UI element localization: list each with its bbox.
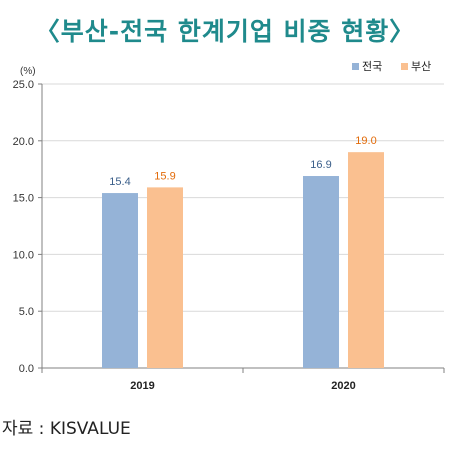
legend-swatch [352, 63, 359, 70]
x-category-label: 2020 [331, 380, 355, 392]
data-label: 19.0 [355, 135, 376, 147]
chart-title: 〈부산-전국 한계기업 비중 현황〉 [34, 17, 416, 46]
bar-전국-2019 [102, 193, 138, 368]
bar-부산-2019 [147, 187, 183, 368]
legend: 전국 부산 [352, 60, 431, 73]
data-labels: 15.4 15.9 16.9 19.0 [109, 135, 376, 188]
legend-label: 전국 [362, 60, 382, 73]
y-tick-label: 15.0 [13, 193, 34, 205]
y-tick-label: 20.0 [13, 136, 34, 148]
bars [102, 152, 384, 368]
y-tick-label: 10.0 [13, 249, 34, 261]
data-label: 15.9 [154, 170, 175, 182]
y-unit-label: (%) [20, 66, 36, 77]
y-tick-label: 5.0 [19, 306, 34, 318]
bar-전국-2020 [303, 176, 339, 368]
x-category-label: 2019 [130, 380, 154, 392]
y-tick-label: 0.0 [19, 363, 34, 375]
source-note: 자료 : KISVALUE [2, 419, 131, 439]
data-label: 15.4 [109, 176, 130, 188]
data-label: 16.9 [310, 159, 331, 171]
y-tick-label: 25.0 [13, 79, 34, 91]
bar-부산-2020 [348, 152, 384, 368]
legend-label: 부산 [411, 60, 431, 73]
legend-swatch [401, 63, 408, 70]
